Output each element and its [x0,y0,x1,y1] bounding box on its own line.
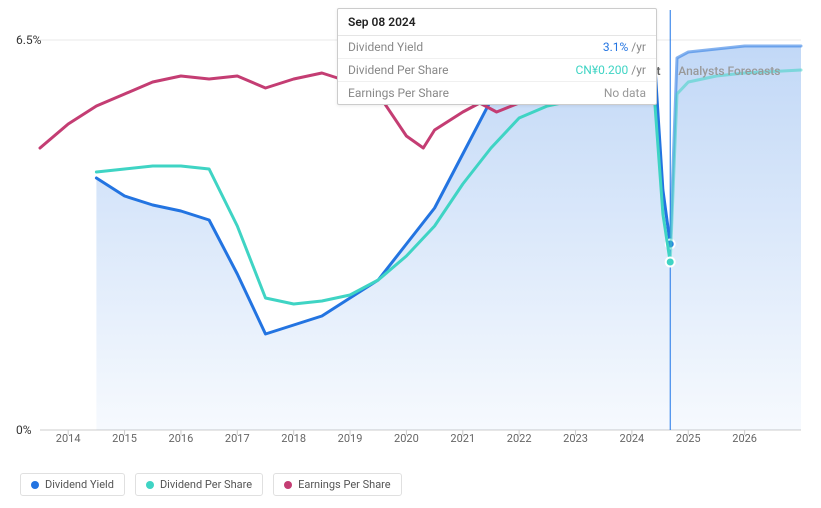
tooltip-row: Earnings Per Share No data [338,82,656,104]
x-tick: 2021 [450,432,475,445]
y-tick-max: 6.5% [16,33,41,47]
legend-item[interactable]: Earnings Per Share [273,473,402,496]
x-tick: 2022 [507,432,532,445]
tooltip-row-value: No data [604,86,646,100]
x-tick: 2026 [732,432,757,445]
tooltip-row: Dividend Yield 3.1%/yr [338,36,656,59]
tooltip-rows: Dividend Yield 3.1%/yr Dividend Per Share C… [338,36,656,104]
legend-label: Earnings Per Share [298,478,391,491]
tooltip-row: Dividend Per Share CN¥0.200/yr [338,59,656,82]
tooltip-row-label: Earnings Per Share [348,86,449,100]
dividend-chart: Past Analysts Forecasts 6.5% 0% 20142015… [0,0,821,508]
tooltip-date: Sep 08 2024 [338,9,656,36]
tooltip-row-label: Dividend Per Share [348,63,449,77]
x-tick: 2024 [620,432,645,445]
legend-label: Dividend Per Share [160,478,252,491]
x-tick: 2014 [56,432,81,445]
legend-dot-icon [146,481,154,489]
x-axis: 2014 2015 2016 2017 2018 2019 2020 2021 2022 2023… [40,432,801,452]
x-tick: 2023 [563,432,588,445]
forecast-region-label: Analysts Forecasts [678,64,780,78]
chart-tooltip: Sep 08 2024 Dividend Yield3.1%/yrDividen… [337,8,657,105]
x-tick: 2018 [281,432,306,445]
tooltip-row-value: 3.1%/yr [603,40,646,54]
x-tick: 2017 [225,432,250,445]
legend: Dividend Yield Dividend Per Share Earnings… [20,473,402,496]
x-tick: 2016 [169,432,194,445]
legend-label: Dividend Yield [45,478,114,491]
legend-item[interactable]: Dividend Yield [20,473,125,496]
legend-dot-icon [31,481,39,489]
legend-dot-icon [284,481,292,489]
x-tick: 2019 [338,432,363,445]
y-tick-min: 0% [16,423,32,437]
tooltip-row-value: CN¥0.200/yr [575,63,646,77]
x-tick: 2015 [112,432,137,445]
tooltip-row-label: Dividend Yield [348,40,423,54]
legend-item[interactable]: Dividend Per Share [135,473,263,496]
x-tick: 2020 [394,432,419,445]
x-tick: 2025 [676,432,701,445]
